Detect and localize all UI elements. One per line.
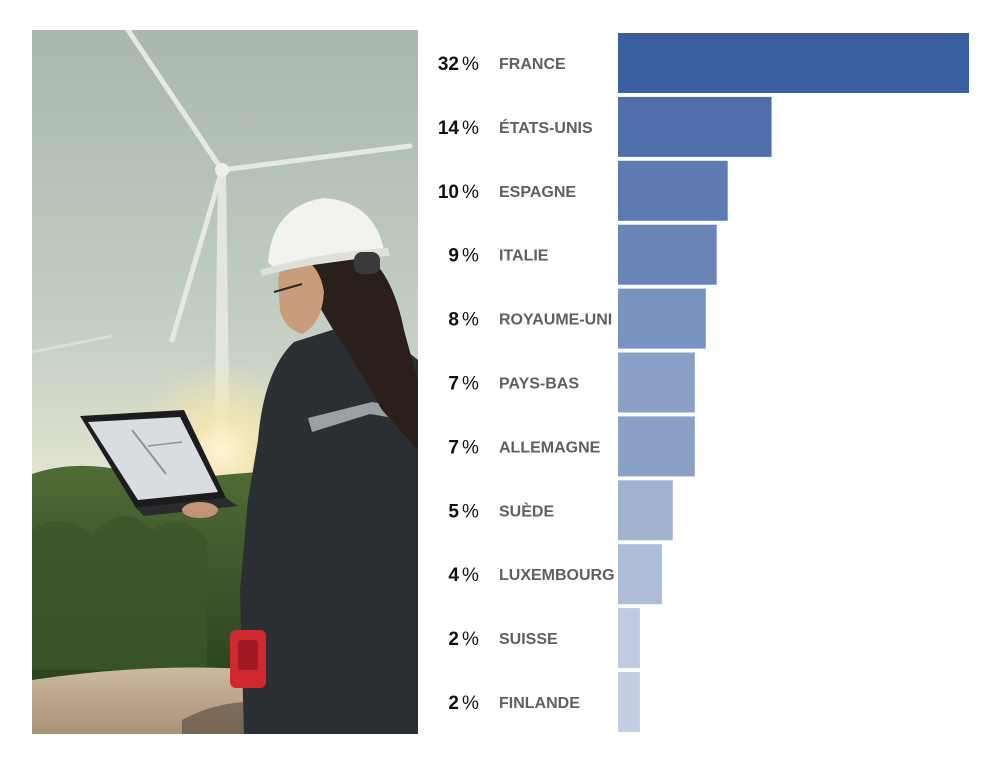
- data-label-value: 32: [438, 54, 459, 75]
- category-label: SUÈDE: [499, 501, 554, 520]
- bar: [618, 33, 969, 93]
- data-label-value: 5: [448, 501, 459, 522]
- data-label-unit: %: [462, 182, 479, 203]
- chart-row: 2% FINLANDE: [448, 672, 640, 732]
- data-label-unit: %: [462, 437, 479, 458]
- data-label-value: 7: [448, 374, 459, 395]
- chart-row: 14% ÉTATS-UNIS: [438, 96, 772, 157]
- chart-rows: 32% FRANCE 14% ÉTATS-UNIS 10% ESPAGNE 9% ITALIE…: [438, 33, 969, 732]
- wind-turbine-engineer-photo: [32, 30, 418, 734]
- chart-row: 4% LUXEMBOURG: [448, 544, 662, 605]
- bar: [618, 96, 772, 157]
- bar: [618, 160, 728, 221]
- chart-row: 32% FRANCE: [438, 33, 969, 93]
- data-label-value: 2: [448, 629, 459, 650]
- bar: [618, 608, 640, 669]
- category-label: ALLEMAGNE: [499, 439, 601, 456]
- bar: [618, 672, 640, 732]
- chart-row: 2% SUISSE: [448, 608, 640, 669]
- chart-row: 10% ESPAGNE: [438, 160, 728, 221]
- data-label-unit: %: [462, 629, 479, 650]
- chart-row: 7% PAYS-BAS: [448, 352, 695, 413]
- data-label-unit: %: [462, 246, 479, 267]
- chart-row: 5% SUÈDE: [448, 480, 673, 541]
- data-label-unit: %: [462, 693, 479, 714]
- category-label: ESPAGNE: [499, 184, 576, 201]
- category-label: ÉTATS-UNIS: [499, 118, 593, 137]
- data-label-value: 14: [438, 118, 460, 139]
- category-label: FINLANDE: [499, 695, 580, 712]
- chart-row: 8% ROYAUME-UNI: [448, 288, 706, 349]
- bar: [618, 288, 706, 349]
- bar: [618, 544, 662, 605]
- data-label-unit: %: [462, 118, 479, 139]
- category-label: FRANCE: [499, 56, 566, 73]
- category-label: ITALIE: [499, 248, 549, 265]
- data-label-unit: %: [462, 310, 479, 331]
- data-label-unit: %: [462, 54, 479, 75]
- bar: [618, 480, 673, 541]
- bar: [618, 416, 695, 477]
- data-label-unit: %: [462, 501, 479, 522]
- chart-row: 7% ALLEMAGNE: [448, 416, 695, 477]
- data-label-value: 10: [438, 182, 459, 203]
- data-label-value: 2: [448, 693, 459, 714]
- category-label: SUISSE: [499, 631, 558, 648]
- category-label: LUXEMBOURG: [499, 567, 615, 584]
- data-label-unit: %: [462, 565, 479, 586]
- data-label-unit: %: [462, 374, 479, 395]
- bar: [618, 352, 695, 413]
- category-label: ROYAUME-UNI: [499, 312, 612, 329]
- data-label-value: 7: [448, 437, 459, 458]
- bar: [618, 224, 717, 285]
- data-label-value: 8: [448, 310, 459, 331]
- data-label-value: 4: [448, 565, 459, 586]
- category-label: PAYS-BAS: [499, 376, 579, 393]
- chart-row: 9% ITALIE: [448, 224, 717, 285]
- data-label-value: 9: [448, 246, 459, 267]
